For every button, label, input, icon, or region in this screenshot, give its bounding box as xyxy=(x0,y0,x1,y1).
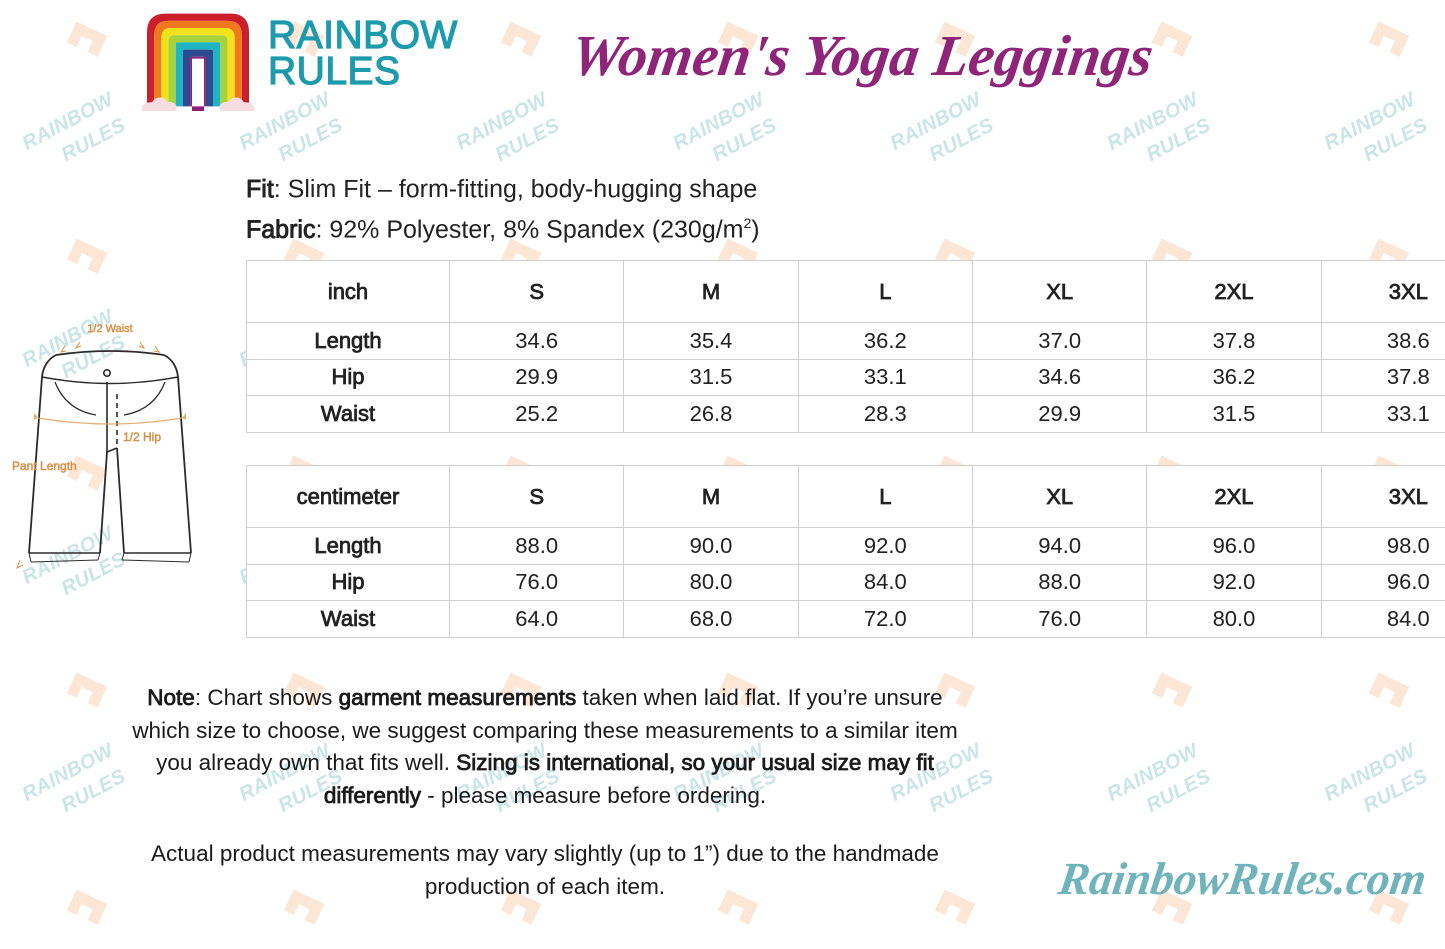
svg-text:1/2 Waist: 1/2 Waist xyxy=(87,323,133,335)
svg-text:1/2 Hip: 1/2 Hip xyxy=(123,430,161,444)
svg-text:Pant Length: Pant Length xyxy=(12,459,77,473)
